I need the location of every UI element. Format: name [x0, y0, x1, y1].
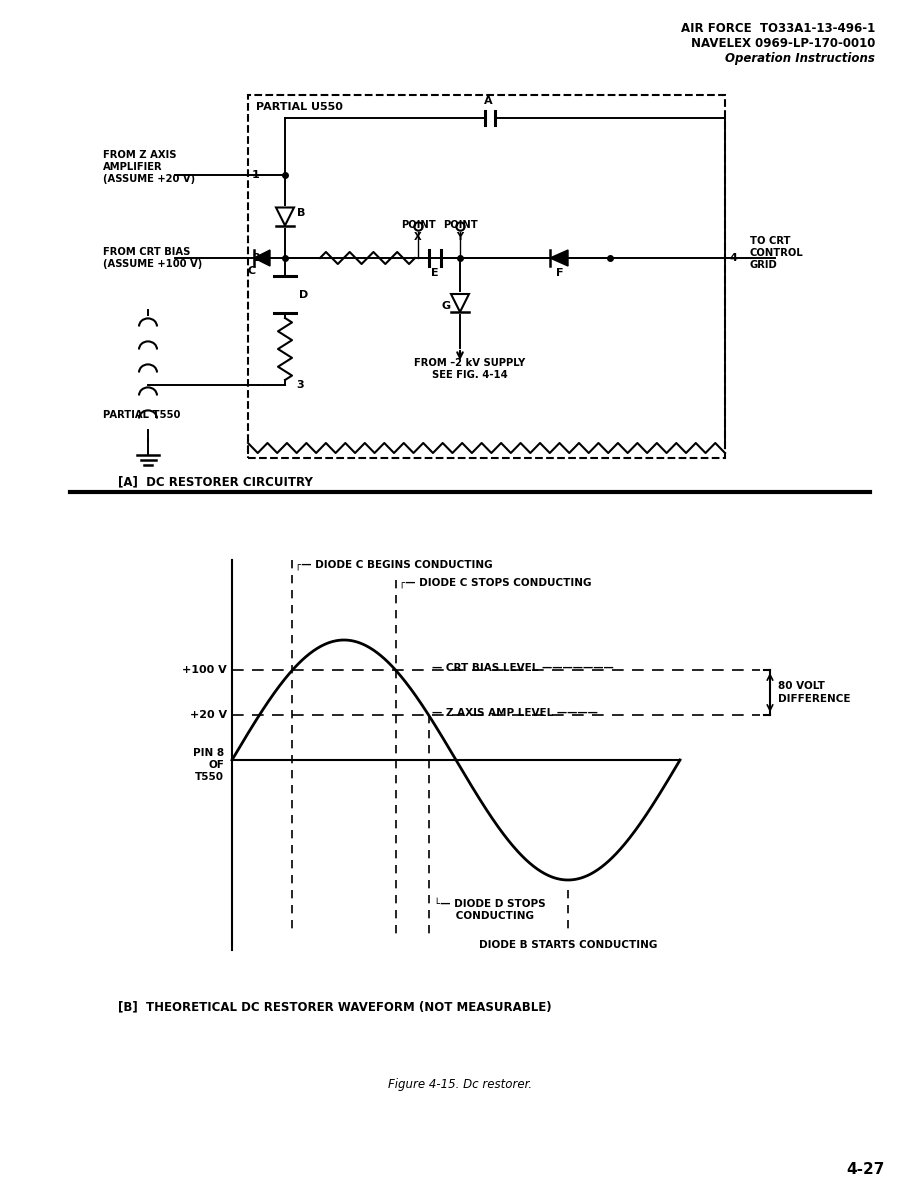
Text: Operation Instructions: Operation Instructions — [725, 52, 875, 65]
Text: AIR FORCE  TO33A1-13-496-1: AIR FORCE TO33A1-13-496-1 — [681, 23, 875, 34]
Text: 1: 1 — [252, 170, 260, 181]
Text: 4: 4 — [729, 253, 737, 263]
Text: POINT
X: POINT X — [400, 221, 435, 242]
Text: ┌— DIODE C BEGINS CONDUCTING: ┌— DIODE C BEGINS CONDUCTING — [296, 560, 493, 570]
Text: ┌— DIODE C STOPS CONDUCTING: ┌— DIODE C STOPS CONDUCTING — [398, 577, 591, 588]
Text: FROM –2 kV SUPPLY
SEE FIG. 4-14: FROM –2 kV SUPPLY SEE FIG. 4-14 — [414, 358, 526, 380]
Text: NAVELEX 0969-LP-170-0010: NAVELEX 0969-LP-170-0010 — [690, 37, 875, 50]
Text: A: A — [484, 96, 492, 106]
Text: Figure 4-15. Dc restorer.: Figure 4-15. Dc restorer. — [388, 1078, 532, 1091]
Text: — CRT BIAS LEVEL ———————: — CRT BIAS LEVEL ——————— — [432, 663, 614, 672]
Text: B: B — [297, 208, 306, 217]
Text: └— DIODE D STOPS
      CONDUCTING: └— DIODE D STOPS CONDUCTING — [433, 899, 545, 921]
Text: +100 V: +100 V — [183, 665, 227, 675]
Text: PARTIAL U550: PARTIAL U550 — [256, 102, 343, 112]
Text: D: D — [299, 290, 308, 299]
Text: 3: 3 — [296, 380, 304, 390]
Text: POINT
Y: POINT Y — [442, 221, 477, 242]
Text: FROM CRT BIAS
(ASSUME +100 V): FROM CRT BIAS (ASSUME +100 V) — [103, 247, 202, 270]
Text: DIODE B STARTS CONDUCTING: DIODE B STARTS CONDUCTING — [479, 940, 657, 950]
Text: PARTIAL T550: PARTIAL T550 — [103, 410, 180, 421]
Text: E: E — [431, 268, 439, 278]
Text: G: G — [442, 301, 451, 311]
Text: TO CRT
CONTROL
GRID: TO CRT CONTROL GRID — [750, 235, 804, 271]
Text: C: C — [248, 266, 256, 276]
Text: 80 VOLT
DIFFERENCE: 80 VOLT DIFFERENCE — [778, 681, 850, 703]
Text: [A]  DC RESTORER CIRCUITRY: [A] DC RESTORER CIRCUITRY — [118, 475, 313, 488]
Text: +20 V: +20 V — [190, 710, 227, 720]
Text: [B]  THEORETICAL DC RESTORER WAVEFORM (NOT MEASURABLE): [B] THEORETICAL DC RESTORER WAVEFORM (NO… — [118, 1000, 552, 1013]
Text: 2: 2 — [252, 253, 260, 263]
Polygon shape — [254, 249, 270, 266]
Text: — Z AXIS AMP LEVEL ————: — Z AXIS AMP LEVEL ———— — [432, 708, 598, 718]
Polygon shape — [550, 249, 568, 266]
Text: F: F — [556, 268, 564, 278]
Text: PIN 8
OF
T550: PIN 8 OF T550 — [193, 747, 224, 783]
Text: 4-27: 4-27 — [846, 1162, 885, 1177]
Text: FROM Z AXIS
AMPLIFIER
(ASSUME +20 V): FROM Z AXIS AMPLIFIER (ASSUME +20 V) — [103, 150, 196, 184]
